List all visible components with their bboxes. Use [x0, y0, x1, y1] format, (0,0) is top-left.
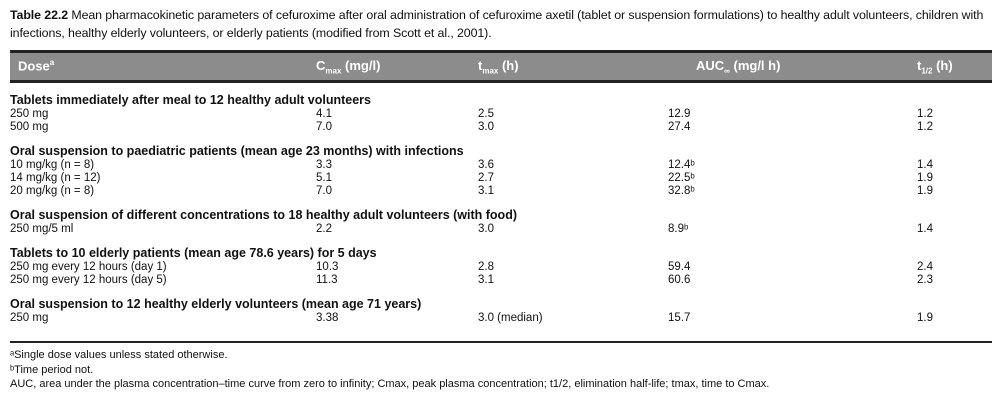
cell-tmax: 2.5: [478, 108, 494, 120]
cell-dose: 250 mg: [10, 108, 49, 120]
header-cmax: Cmax (mg/l): [316, 58, 381, 76]
cell-cmax: 3.38: [316, 312, 339, 324]
cell-cmax: 3.3: [316, 159, 332, 171]
caption-text: Mean pharmacokinetic parameters of cefur…: [10, 8, 984, 40]
cell-thalf: 1.4: [917, 223, 933, 235]
table-label: Table 22.2: [10, 8, 69, 22]
cell-thalf: 1.9: [917, 185, 933, 197]
cell-thalf: 1.4: [917, 159, 933, 171]
cell-auc: 8.9ᵇ: [668, 223, 689, 235]
cell-tmax: 3.0 (median): [478, 312, 543, 324]
cell-cmax: 4.1: [316, 108, 332, 120]
cell-thalf: 1.9: [917, 172, 933, 184]
cell-auc: 12.4ᵇ: [668, 159, 695, 171]
table-row: 14 mg/kg (n = 12) 5.1 2.7 22.5ᵇ 1.9: [10, 172, 992, 185]
cell-auc: 32.8ᵇ: [668, 185, 695, 197]
table-header: Dosea Cmax (mg/l) tmax (h) AUC∞ (mg/l h)…: [10, 53, 992, 80]
cell-auc: 22.5ᵇ: [668, 172, 695, 184]
cell-auc: 60.6: [668, 274, 691, 286]
top-rule: [10, 50, 992, 53]
cell-tmax: 2.8: [478, 261, 494, 273]
footnotes: ᵃSingle dose values unless stated otherw…: [10, 348, 769, 392]
table-row: 10 mg/kg (n = 8) 3.3 3.6 12.4ᵇ 1.4: [10, 159, 992, 172]
cell-cmax: 11.3: [316, 274, 338, 286]
section-title: Tablets to 10 elderly patients (mean age…: [10, 246, 377, 260]
table-row: 250 mg every 12 hours (day 1) 10.3 2.8 59.4…: [10, 261, 992, 274]
cell-tmax: 3.0: [478, 121, 494, 133]
cell-dose: 250 mg/5 ml: [10, 223, 74, 235]
cell-dose: 20 mg/kg (n = 8): [10, 185, 95, 197]
footnote-abbreviations: AUC, area under the plasma concentration…: [10, 378, 770, 390]
header-tmax: tmax (h): [478, 58, 519, 76]
cell-tmax: 3.6: [478, 159, 494, 171]
header-rule: [10, 80, 992, 83]
table-body: Tablets immediately after meal to 12 hea…: [10, 92, 992, 334]
header-dose: Dosea: [18, 58, 55, 74]
cell-auc: 27.4: [668, 121, 691, 133]
cell-dose: 10 mg/kg (n = 8): [10, 159, 95, 171]
section-title: Oral suspension of different concentrati…: [10, 208, 517, 222]
cell-dose: 500 mg: [10, 121, 49, 133]
footnote-a: ᵃSingle dose values unless stated otherw…: [10, 349, 228, 361]
cell-cmax: 10.3: [316, 261, 339, 273]
cell-thalf: 1.2: [917, 108, 933, 120]
table-row: 250 mg 3.38 3.0 (median) 15.7 1.9: [10, 312, 992, 325]
table-section: Oral suspension of different concentrati…: [10, 207, 992, 236]
section-title: Oral suspension to 12 healthy elderly vo…: [10, 297, 422, 311]
section-title: Oral suspension to paediatric patients (…: [10, 144, 464, 158]
footnote-b: ᵇTime period not.: [10, 363, 94, 376]
table-row: 500 mg 7.0 3.0 27.4 1.2: [10, 121, 992, 134]
table-row: 250 mg every 12 hours (day 5) 11.3 3.1 60.6…: [10, 274, 992, 287]
cell-thalf: 2.4: [917, 261, 933, 273]
table-section: Oral suspension to 12 healthy elderly vo…: [10, 296, 992, 325]
cell-auc: 15.7: [668, 312, 691, 324]
cell-thalf: 2.3: [917, 274, 933, 286]
table-row: 250 mg 4.1 2.5 12.9 1.2: [10, 108, 992, 121]
table-section: Tablets to 10 elderly patients (mean age…: [10, 245, 992, 287]
cell-cmax: 7.0: [316, 185, 332, 197]
cell-tmax: 3.1: [478, 274, 494, 286]
table-row: 250 mg/5 ml 2.2 3.0 8.9ᵇ 1.4: [10, 223, 992, 236]
cell-tmax: 3.0: [478, 223, 494, 235]
cell-thalf: 1.2: [917, 121, 933, 133]
cell-dose: 14 mg/kg (n = 12): [10, 172, 101, 184]
cell-auc: 12.9: [668, 108, 691, 120]
cell-tmax: 2.7: [478, 172, 494, 184]
cell-auc: 59.4: [668, 261, 691, 273]
cell-cmax: 5.1: [316, 172, 332, 184]
table-section: Tablets immediately after meal to 12 hea…: [10, 92, 992, 134]
table-caption: Table 22.2 Mean pharmacokinetic paramete…: [10, 6, 995, 42]
table-section: Oral suspension to paediatric patients (…: [10, 143, 992, 198]
cell-dose: 250 mg: [10, 312, 49, 324]
table-row: 20 mg/kg (n = 8) 7.0 3.1 32.8ᵇ 1.9: [10, 185, 992, 198]
header-auc: AUC∞ (mg/l h): [696, 58, 781, 76]
cell-dose: 250 mg every 12 hours (day 5): [10, 274, 167, 286]
cell-thalf: 1.9: [917, 312, 933, 324]
cell-cmax: 2.2: [316, 223, 332, 235]
header-thalf: t1/2 (h): [917, 58, 953, 76]
cell-tmax: 3.1: [478, 185, 494, 197]
bottom-rule: [10, 341, 992, 343]
cell-dose: 250 mg every 12 hours (day 1): [10, 261, 167, 273]
section-title: Tablets immediately after meal to 12 hea…: [10, 93, 371, 107]
cell-cmax: 7.0: [316, 121, 332, 133]
